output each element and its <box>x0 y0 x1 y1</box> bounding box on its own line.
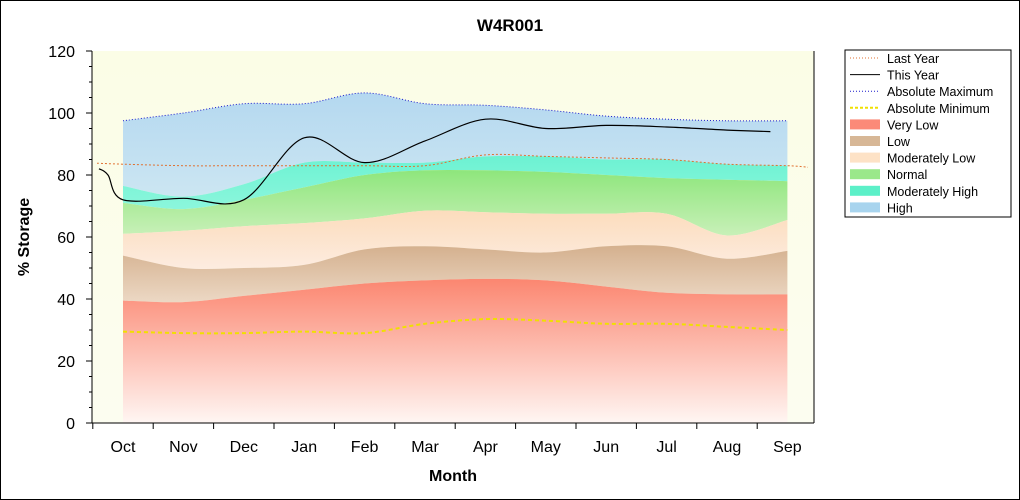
legend-item-absolute-minimum: Absolute Minimum <box>850 102 990 116</box>
x-tick-label: Apr <box>473 439 499 456</box>
legend-swatch <box>850 152 880 163</box>
legend-item-moderately-high: Moderately High <box>850 185 978 199</box>
absolute-minimum-line <box>122 317 788 335</box>
y-tick-label: 20 <box>57 354 75 371</box>
legend-item-very-low: Very Low <box>850 118 939 132</box>
y-tick-label: 120 <box>48 44 75 61</box>
legend-label: Normal <box>887 168 927 182</box>
x-tick-label: Jul <box>656 439 676 456</box>
legend-swatch <box>850 136 880 146</box>
legend-label: Absolute Minimum <box>887 102 990 116</box>
legend-label: Moderately High <box>887 185 978 199</box>
legend-item-moderately-low: Moderately Low <box>850 152 976 166</box>
band-moderately-high <box>123 155 788 210</box>
series-lines <box>96 92 809 335</box>
band-normal <box>123 169 788 236</box>
legend-item-last-year: Last Year <box>850 52 939 66</box>
legend-item-absolute-maximum: Absolute Maximum <box>850 85 993 99</box>
y-tick-label: 0 <box>66 416 75 433</box>
x-tick-label: Feb <box>351 439 379 456</box>
y-axis-label: % Storage <box>16 198 33 276</box>
x-tick-label: Aug <box>713 439 741 456</box>
legend-label: High <box>887 201 913 215</box>
absolute-maximum-line <box>122 92 788 122</box>
x-tick-label: Mar <box>411 439 439 456</box>
band-very-low <box>123 278 788 423</box>
legend-label: Very Low <box>887 118 939 132</box>
this-year-line <box>98 118 771 205</box>
legend-item-normal: Normal <box>850 168 927 182</box>
x-axis-label: Month <box>429 468 477 485</box>
x-tick-label: Jun <box>593 439 619 456</box>
y-tick-label: 80 <box>57 168 75 185</box>
legend-label: Moderately Low <box>887 152 976 166</box>
x-tick-label: Jan <box>291 439 317 456</box>
band-areas <box>123 92 788 423</box>
y-tick-label: 100 <box>48 106 75 123</box>
legend-label: Last Year <box>887 52 939 66</box>
legend-item-high: High <box>850 201 913 215</box>
legend-label: Absolute Maximum <box>887 85 993 99</box>
y-tick-label: 40 <box>57 292 75 309</box>
axes: 0 20 40 60 80 100 120 Oct Nov Dec Jan Feb Mar Apr May J… <box>48 44 815 456</box>
legend-swatch <box>850 185 880 196</box>
y-tick-label: 60 <box>57 230 75 247</box>
legend-swatch <box>850 169 880 180</box>
legend-swatch <box>850 202 880 213</box>
legend-label: Low <box>887 135 911 149</box>
x-tick-label: Dec <box>230 439 258 456</box>
x-tick-label: Sep <box>773 439 802 456</box>
legend-swatch <box>850 119 880 130</box>
legend: Last Year This Year Absolute Maximum Absolu… <box>844 49 1012 218</box>
chart-title: W4R001 <box>477 16 543 35</box>
band-low <box>123 245 788 303</box>
legend-item-this-year: This Year <box>850 69 939 83</box>
x-tick-label: Oct <box>111 439 136 456</box>
x-tick-label: Nov <box>169 439 197 456</box>
band-high <box>123 92 788 197</box>
legend-item-low: Low <box>850 135 911 149</box>
band-moderately-low <box>123 210 788 270</box>
legend-label: This Year <box>887 69 939 83</box>
x-tick-label: May <box>531 439 561 456</box>
